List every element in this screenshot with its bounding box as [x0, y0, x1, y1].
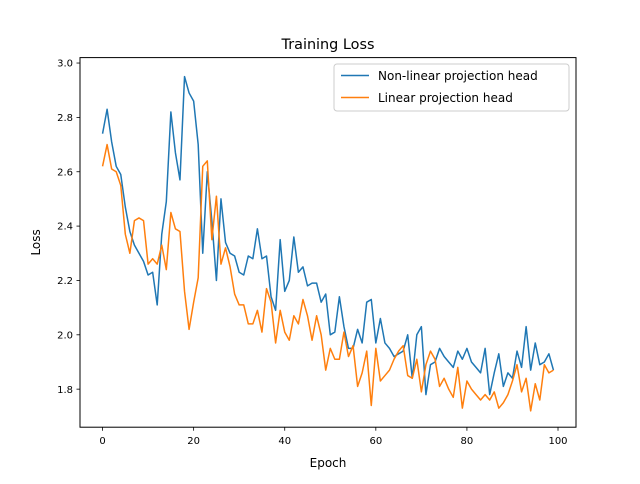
- x-tick-label: 80: [461, 436, 474, 447]
- plot-area: [101, 75, 555, 412]
- x-axis-label: Epoch: [310, 456, 347, 470]
- x-axis: 0 20 40 60 80 100: [99, 427, 568, 447]
- series-line-linear: [101, 143, 554, 412]
- y-tick-label: 2.2: [57, 276, 73, 287]
- x-tick-label: 100: [548, 436, 567, 447]
- legend: Non-linear projection head Linear projec…: [333, 63, 570, 112]
- y-tick-label: 2.4: [57, 222, 73, 233]
- chart-title: Training Loss: [281, 37, 375, 53]
- legend-label-linear: Linear projection head: [378, 91, 513, 105]
- y-tick-label: 3.0: [57, 59, 73, 70]
- legend-label-non-linear: Non-linear projection head: [378, 69, 538, 83]
- axes-frame: [79, 57, 577, 428]
- y-tick-label: 2.6: [57, 167, 73, 178]
- x-tick-label: 40: [278, 436, 291, 447]
- x-tick-label: 0: [99, 436, 105, 447]
- x-tick-label: 60: [369, 436, 382, 447]
- y-tick-label: 2.0: [57, 330, 73, 341]
- y-tick-label: 1.8: [57, 385, 73, 396]
- series-line-non-linear: [101, 75, 555, 396]
- x-tick-label: 20: [187, 436, 200, 447]
- y-tick-label: 2.8: [57, 113, 73, 124]
- y-axis-label: Loss: [29, 229, 43, 255]
- y-axis: 1.8 2.0 2.2 2.4 2.6 2.8 3.0: [57, 59, 80, 396]
- legend-box: [333, 63, 570, 112]
